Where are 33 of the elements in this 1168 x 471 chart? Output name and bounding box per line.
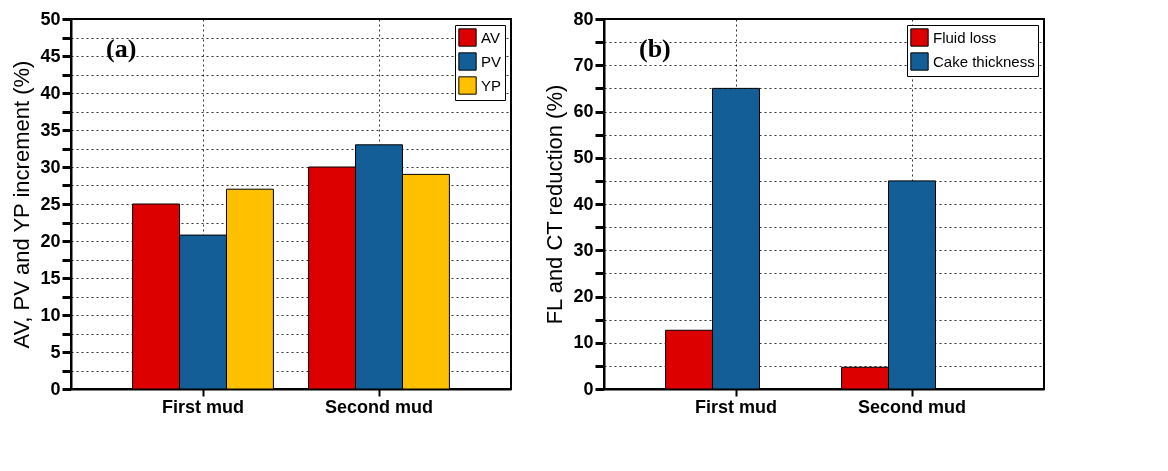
y-tick-label: 80 — [573, 8, 594, 29]
y-tick-label: 15 — [40, 267, 61, 288]
legend-label: AV — [481, 28, 500, 46]
legend-label: Cake thickness — [933, 52, 1035, 70]
y-tick-label: 10 — [40, 304, 61, 325]
y-tick-label: 0 — [50, 378, 61, 399]
x-tick-label: First mud — [694, 396, 778, 417]
y-axis-title: AV, PV and YP increment (%) — [9, 60, 35, 349]
y-tick-label: 30 — [573, 239, 594, 260]
y-tick-label: 20 — [40, 230, 61, 251]
x-tick-label: Second mud — [324, 396, 434, 417]
y-tick-label: 60 — [573, 101, 594, 121]
y-tick-label: 70 — [573, 54, 594, 75]
y-tick-label: 20 — [573, 286, 594, 306]
x-tick-label: Second mud — [857, 396, 967, 417]
legend-label: YP — [481, 76, 502, 94]
y-tick-label: 50 — [573, 147, 594, 168]
legend-label: PV — [481, 52, 502, 70]
y-tick-label: 35 — [40, 119, 61, 140]
annotation: (a) — [106, 34, 137, 63]
legend-label: Fluid loss — [933, 28, 997, 46]
annotation: (b) — [639, 34, 671, 63]
y-axis-title: FL and CT reduction (%) — [542, 84, 568, 325]
y-tick-label: 25 — [40, 193, 61, 214]
y-tick-label: 50 — [40, 8, 61, 29]
y-tick-label: 0 — [583, 378, 594, 399]
y-tick-label: 40 — [40, 82, 61, 103]
y-tick-label: 5 — [50, 341, 61, 362]
x-tick-label: First mud — [161, 396, 245, 417]
y-tick-label: 40 — [573, 193, 594, 214]
y-tick-label: 10 — [573, 332, 594, 353]
y-tick-label: 45 — [40, 45, 61, 66]
y-tick-label: 30 — [40, 156, 61, 177]
